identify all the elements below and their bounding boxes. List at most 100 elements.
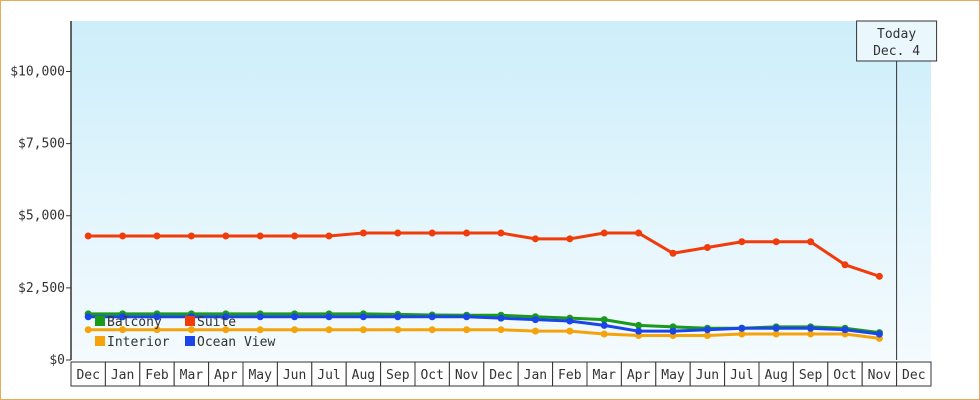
x-category-cell	[380, 361, 416, 387]
x-tick-label: Jan	[524, 368, 547, 383]
x-tick-label: Dec	[489, 368, 512, 383]
data-point	[635, 327, 643, 335]
data-point	[325, 326, 333, 334]
x-category-cell	[448, 361, 485, 387]
x-tick-label: Oct	[420, 368, 443, 383]
data-point	[875, 330, 883, 338]
data-point	[497, 326, 505, 334]
data-point	[669, 249, 677, 257]
data-point	[291, 313, 299, 321]
data-point	[807, 238, 815, 246]
data-point	[531, 235, 539, 243]
data-point	[772, 324, 780, 332]
x-category-cell	[242, 361, 278, 387]
x-tick-label: Nov	[455, 368, 479, 383]
x-tick-label: Sep	[386, 368, 410, 383]
data-point	[738, 238, 746, 246]
data-point	[566, 235, 574, 243]
data-point	[291, 232, 299, 240]
data-point	[325, 313, 333, 321]
x-tick-label: Apr	[214, 368, 238, 383]
data-point	[497, 229, 505, 237]
data-point	[187, 232, 195, 240]
x-category-cell	[70, 361, 106, 387]
data-point	[153, 313, 161, 321]
data-point	[222, 232, 230, 240]
y-tick-label: $7,500	[18, 137, 65, 152]
x-tick-label: May	[248, 368, 272, 383]
x-tick-label: Aug	[352, 368, 375, 383]
data-point	[807, 324, 815, 332]
x-category-cell	[311, 361, 347, 387]
data-point	[153, 326, 161, 334]
data-point	[359, 229, 367, 237]
data-point	[256, 326, 264, 334]
data-point	[703, 243, 711, 251]
data-point	[703, 326, 711, 334]
data-point	[463, 326, 471, 334]
x-category-cell	[173, 361, 210, 387]
data-point	[84, 232, 92, 240]
data-point	[394, 326, 402, 334]
x-category-cell	[896, 361, 932, 387]
series-line	[88, 231, 880, 278]
legend-swatch	[185, 316, 195, 326]
data-point	[566, 317, 574, 325]
x-category-cell	[276, 361, 313, 387]
data-point	[222, 313, 230, 321]
data-point	[463, 229, 471, 237]
legend-swatch	[95, 316, 105, 326]
data-point	[84, 326, 92, 334]
data-point	[635, 321, 643, 329]
data-point	[875, 272, 883, 280]
x-tick-label: Jun	[283, 368, 306, 383]
x-tick-label: Mar	[592, 368, 616, 383]
legend-label: Interior	[107, 335, 170, 350]
data-point	[738, 324, 746, 332]
x-tick-label: Oct	[833, 368, 856, 383]
x-category-cell	[827, 361, 863, 387]
x-tick-label: Sep	[799, 368, 823, 383]
data-point	[772, 330, 780, 338]
data-point	[325, 232, 333, 240]
data-point	[222, 326, 230, 334]
x-tick-label: Feb	[145, 368, 169, 383]
data-point	[153, 232, 161, 240]
data-point	[187, 326, 195, 334]
x-tick-label: Jan	[111, 368, 134, 383]
data-point	[841, 326, 849, 334]
data-point	[635, 229, 643, 237]
data-point	[600, 229, 608, 237]
data-point	[703, 331, 711, 339]
x-category-cell	[345, 361, 382, 387]
legend-label: Suite	[197, 315, 236, 330]
data-point	[291, 326, 299, 334]
data-point	[531, 316, 539, 324]
y-tick-label: $2,500	[18, 281, 65, 296]
data-point	[428, 313, 436, 321]
data-point	[566, 327, 574, 335]
data-point	[463, 313, 471, 321]
today-label: Dec. 4	[873, 44, 920, 59]
data-point	[669, 327, 677, 335]
x-tick-label: Nov	[868, 368, 892, 383]
x-tick-label: Dec	[76, 368, 99, 383]
today-box	[856, 20, 938, 62]
data-point	[600, 316, 608, 324]
data-point	[600, 321, 608, 329]
x-tick-label: Mar	[180, 368, 204, 383]
x-category-cell	[483, 361, 519, 387]
data-point	[119, 326, 127, 334]
data-point	[394, 313, 402, 321]
x-category-cell	[655, 361, 691, 387]
data-point	[531, 327, 539, 335]
legend-swatch	[185, 336, 195, 346]
data-point	[359, 313, 367, 321]
x-category-cell	[620, 361, 657, 387]
data-point	[394, 229, 402, 237]
x-tick-label: Apr	[627, 368, 651, 383]
x-category-cell	[414, 361, 450, 387]
legend-label: Balcony	[107, 315, 162, 330]
